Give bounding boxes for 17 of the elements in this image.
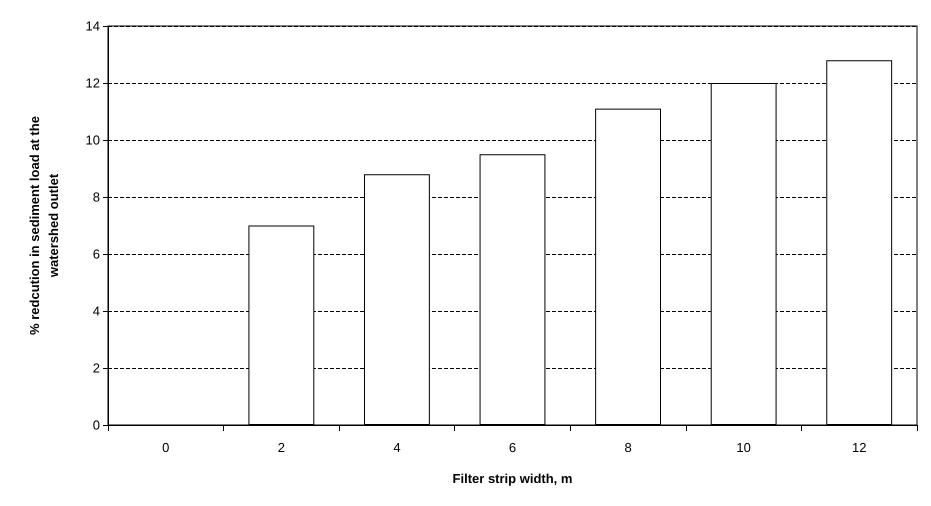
y-tick-label: 2 xyxy=(92,360,100,376)
x-tick-label: 2 xyxy=(278,440,285,455)
y-tick-label: 12 xyxy=(86,76,100,90)
x-tick-label: 10 xyxy=(736,440,751,455)
y-tick-label: 4 xyxy=(92,304,100,318)
x-tick-label: 6 xyxy=(508,440,516,455)
y-tick-label: 8 xyxy=(92,190,100,204)
x-tick-label: 12 xyxy=(852,440,866,455)
x-axis-title: Filter strip width, m xyxy=(452,471,572,486)
y-tick-label: 14 xyxy=(86,18,100,34)
x-tick-label: 4 xyxy=(393,440,401,455)
x-tick-label: 0 xyxy=(162,440,170,455)
y-tick-label: 10 xyxy=(86,132,100,148)
x-tick-label: 8 xyxy=(624,440,632,455)
y-tick-label: 0 xyxy=(92,418,100,432)
y-axis-title: % redcution in sediment load at the watershed outlet xyxy=(27,116,61,335)
y-tick-label: 6 xyxy=(92,246,100,262)
